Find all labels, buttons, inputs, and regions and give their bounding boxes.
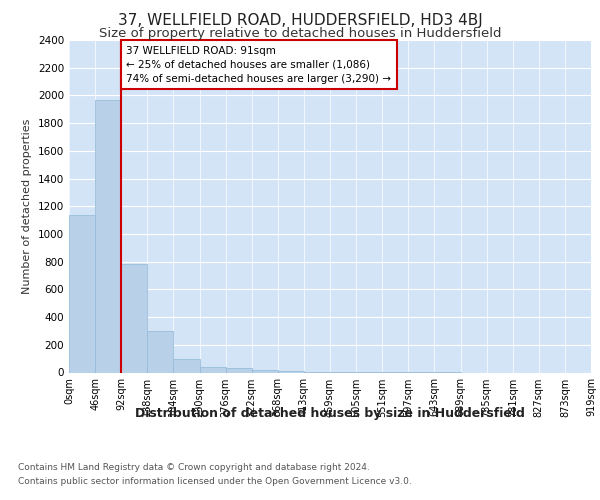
Bar	[69, 214, 95, 372]
Bar	[173, 358, 199, 372]
Bar	[199, 367, 226, 372]
Text: Size of property relative to detached houses in Huddersfield: Size of property relative to detached ho…	[99, 28, 501, 40]
Bar	[278, 371, 304, 372]
Text: 37 WELLFIELD ROAD: 91sqm
← 25% of detached houses are smaller (1,086)
74% of sem: 37 WELLFIELD ROAD: 91sqm ← 25% of detach…	[127, 46, 391, 84]
Bar	[252, 370, 278, 372]
Bar	[148, 331, 173, 372]
Text: Contains HM Land Registry data © Crown copyright and database right 2024.: Contains HM Land Registry data © Crown c…	[18, 462, 370, 471]
Text: Contains public sector information licensed under the Open Government Licence v3: Contains public sector information licen…	[18, 478, 412, 486]
Y-axis label: Number of detached properties: Number of detached properties	[22, 118, 32, 294]
Bar	[95, 100, 121, 372]
Bar	[121, 264, 148, 372]
Text: 37, WELLFIELD ROAD, HUDDERSFIELD, HD3 4BJ: 37, WELLFIELD ROAD, HUDDERSFIELD, HD3 4B…	[118, 12, 482, 28]
Text: Distribution of detached houses by size in Huddersfield: Distribution of detached houses by size …	[135, 408, 525, 420]
Bar	[226, 368, 252, 372]
